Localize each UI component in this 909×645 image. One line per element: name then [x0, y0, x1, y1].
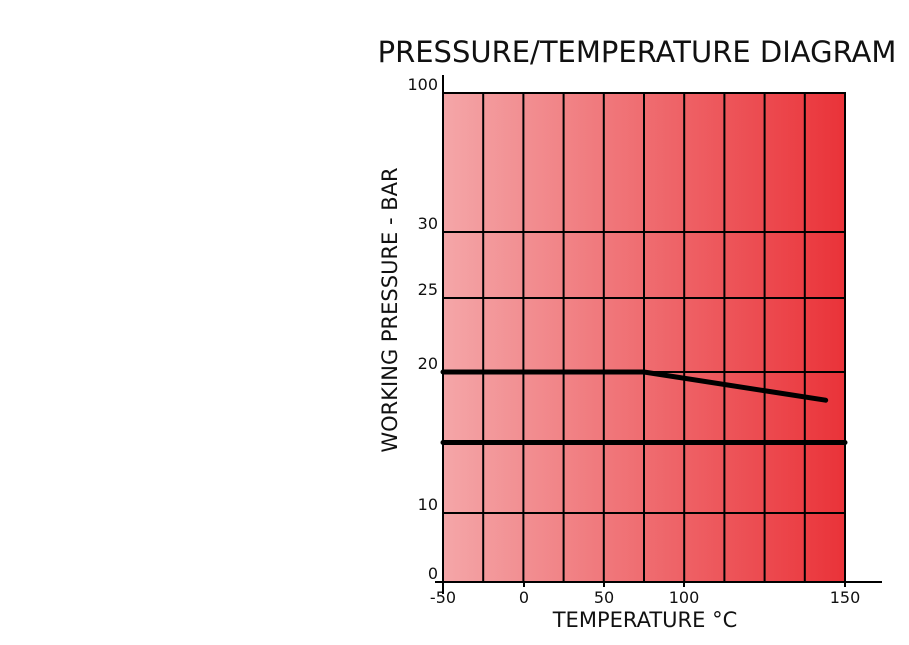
data-line: [440, 369, 829, 403]
x-tick-label: 150: [830, 588, 861, 607]
y-tick-label: 0: [428, 564, 438, 583]
x-tick-label: -50: [430, 588, 456, 607]
y-tick-label: 25: [418, 280, 438, 299]
y-tick-label: 20: [418, 354, 438, 373]
chart-title: PRESSURE/TEMPERATURE DIAGRAM: [378, 35, 897, 69]
x-tick-label: 0: [519, 588, 529, 607]
x-tick-label: 50: [594, 588, 614, 607]
y-axis-label: WORKING PRESSURE - BAR: [378, 167, 402, 452]
x-tick-label: 100: [669, 588, 700, 607]
y-tick-label: 10: [418, 495, 438, 514]
y-tick-label: 30: [418, 214, 438, 233]
y-tick-label: 100: [407, 75, 438, 94]
x-axis-label: TEMPERATURE °C: [552, 608, 738, 632]
